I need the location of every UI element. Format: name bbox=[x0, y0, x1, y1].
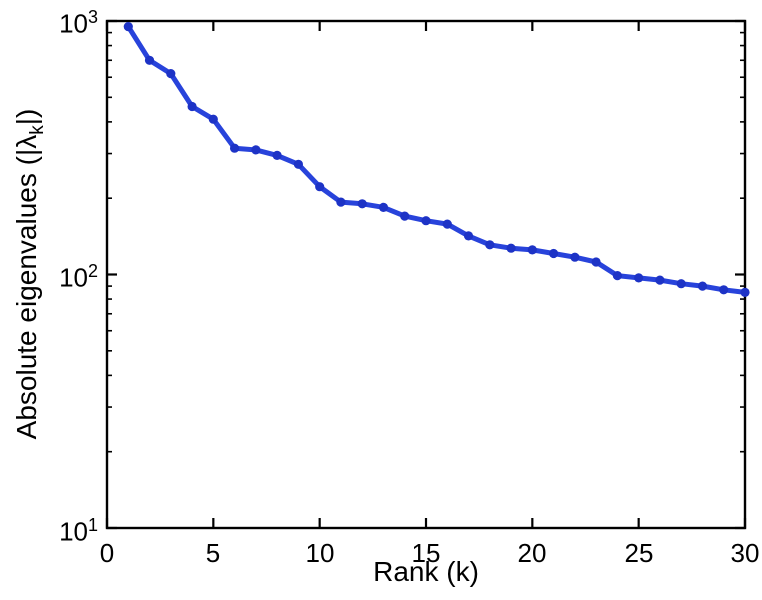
data-point-marker bbox=[421, 216, 431, 226]
data-point-marker bbox=[442, 219, 452, 229]
y-axis-label-suffix: |) bbox=[11, 108, 43, 126]
data-point-marker bbox=[485, 240, 495, 250]
eigenvalue-line bbox=[125, 24, 748, 295]
data-point-marker bbox=[378, 202, 389, 212]
x-tick-label: 0 bbox=[99, 538, 115, 568]
data-point-marker bbox=[230, 143, 240, 153]
data-point-marker bbox=[463, 231, 474, 241]
data-point-marker bbox=[272, 150, 282, 160]
y-tick-label-1000: 103 bbox=[59, 7, 98, 39]
data-point-marker bbox=[208, 114, 218, 124]
y-axis-label-subscript: k bbox=[26, 125, 48, 135]
data-point-marker bbox=[676, 279, 686, 289]
data-point-marker bbox=[655, 275, 665, 285]
x-tick-label: 5 bbox=[205, 538, 221, 568]
x-tick-label: 25 bbox=[624, 538, 654, 568]
y-tick-label-10: 101 bbox=[59, 515, 98, 547]
data-point-marker bbox=[315, 182, 325, 192]
data-point-marker bbox=[357, 199, 367, 209]
data-point-marker bbox=[697, 281, 708, 291]
data-point-marker bbox=[634, 273, 644, 283]
data-point-marker bbox=[740, 287, 750, 297]
data-point-marker bbox=[549, 248, 559, 259]
x-tick-label: 30 bbox=[730, 538, 760, 568]
data-point-marker bbox=[612, 271, 623, 281]
data-point-marker bbox=[591, 257, 601, 267]
x-tick-label: 20 bbox=[517, 538, 547, 568]
data-point-marker bbox=[293, 159, 303, 169]
axes-box bbox=[105, 19, 747, 530]
data-point-marker bbox=[166, 69, 176, 79]
data-point-marker bbox=[400, 211, 410, 221]
data-point-marker bbox=[336, 197, 346, 207]
y-tick-label-100: 102 bbox=[59, 261, 98, 293]
x-tick-label: 15 bbox=[411, 538, 441, 568]
data-point-marker bbox=[719, 285, 729, 295]
data-point-marker bbox=[570, 252, 580, 262]
data-point-marker bbox=[144, 55, 155, 65]
data-point-marker bbox=[187, 101, 197, 112]
data-point-marker bbox=[527, 245, 537, 255]
data-point-marker bbox=[123, 22, 133, 32]
data-point-marker bbox=[506, 243, 516, 253]
x-tick-label: 10 bbox=[305, 538, 335, 568]
x-axis-label: Rank (k) bbox=[373, 556, 479, 587]
data-point-marker bbox=[251, 145, 261, 155]
